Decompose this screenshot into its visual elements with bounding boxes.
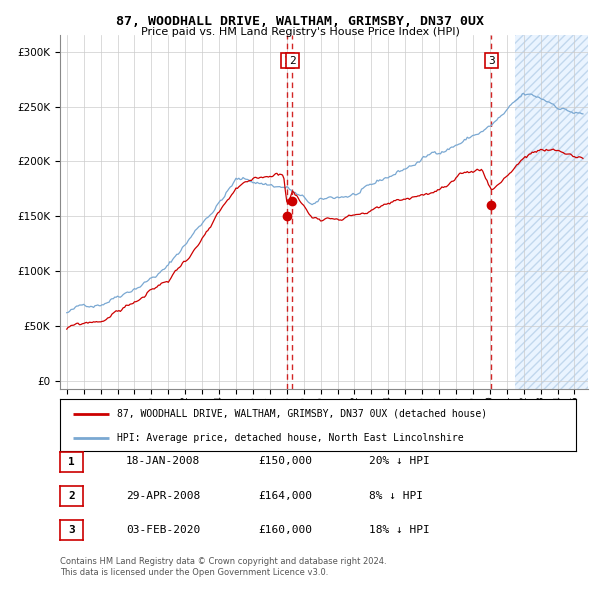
Text: 2: 2	[289, 55, 296, 65]
Text: Contains HM Land Registry data © Crown copyright and database right 2024.: Contains HM Land Registry data © Crown c…	[60, 558, 386, 566]
Text: 8% ↓ HPI: 8% ↓ HPI	[369, 491, 423, 500]
Text: 2: 2	[68, 491, 75, 501]
Text: This data is licensed under the Open Government Licence v3.0.: This data is licensed under the Open Gov…	[60, 568, 328, 577]
Text: £150,000: £150,000	[258, 457, 312, 466]
Text: Price paid vs. HM Land Registry's House Price Index (HPI): Price paid vs. HM Land Registry's House …	[140, 27, 460, 37]
Text: £164,000: £164,000	[258, 491, 312, 500]
Text: 1: 1	[284, 55, 291, 65]
Bar	[515, 35, 588, 389]
Text: 3: 3	[68, 526, 75, 535]
Bar	[515, 35, 588, 389]
Text: 1: 1	[68, 457, 75, 467]
Text: 87, WOODHALL DRIVE, WALTHAM, GRIMSBY, DN37 0UX: 87, WOODHALL DRIVE, WALTHAM, GRIMSBY, DN…	[116, 15, 484, 28]
Text: HPI: Average price, detached house, North East Lincolnshire: HPI: Average price, detached house, Nort…	[117, 434, 463, 443]
Text: 87, WOODHALL DRIVE, WALTHAM, GRIMSBY, DN37 0UX (detached house): 87, WOODHALL DRIVE, WALTHAM, GRIMSBY, DN…	[117, 409, 487, 419]
Text: 20% ↓ HPI: 20% ↓ HPI	[369, 457, 430, 466]
Text: £160,000: £160,000	[258, 525, 312, 535]
Text: 29-APR-2008: 29-APR-2008	[126, 491, 200, 500]
Text: 18% ↓ HPI: 18% ↓ HPI	[369, 525, 430, 535]
Text: 18-JAN-2008: 18-JAN-2008	[126, 457, 200, 466]
Text: 03-FEB-2020: 03-FEB-2020	[126, 525, 200, 535]
Text: 3: 3	[488, 55, 495, 65]
